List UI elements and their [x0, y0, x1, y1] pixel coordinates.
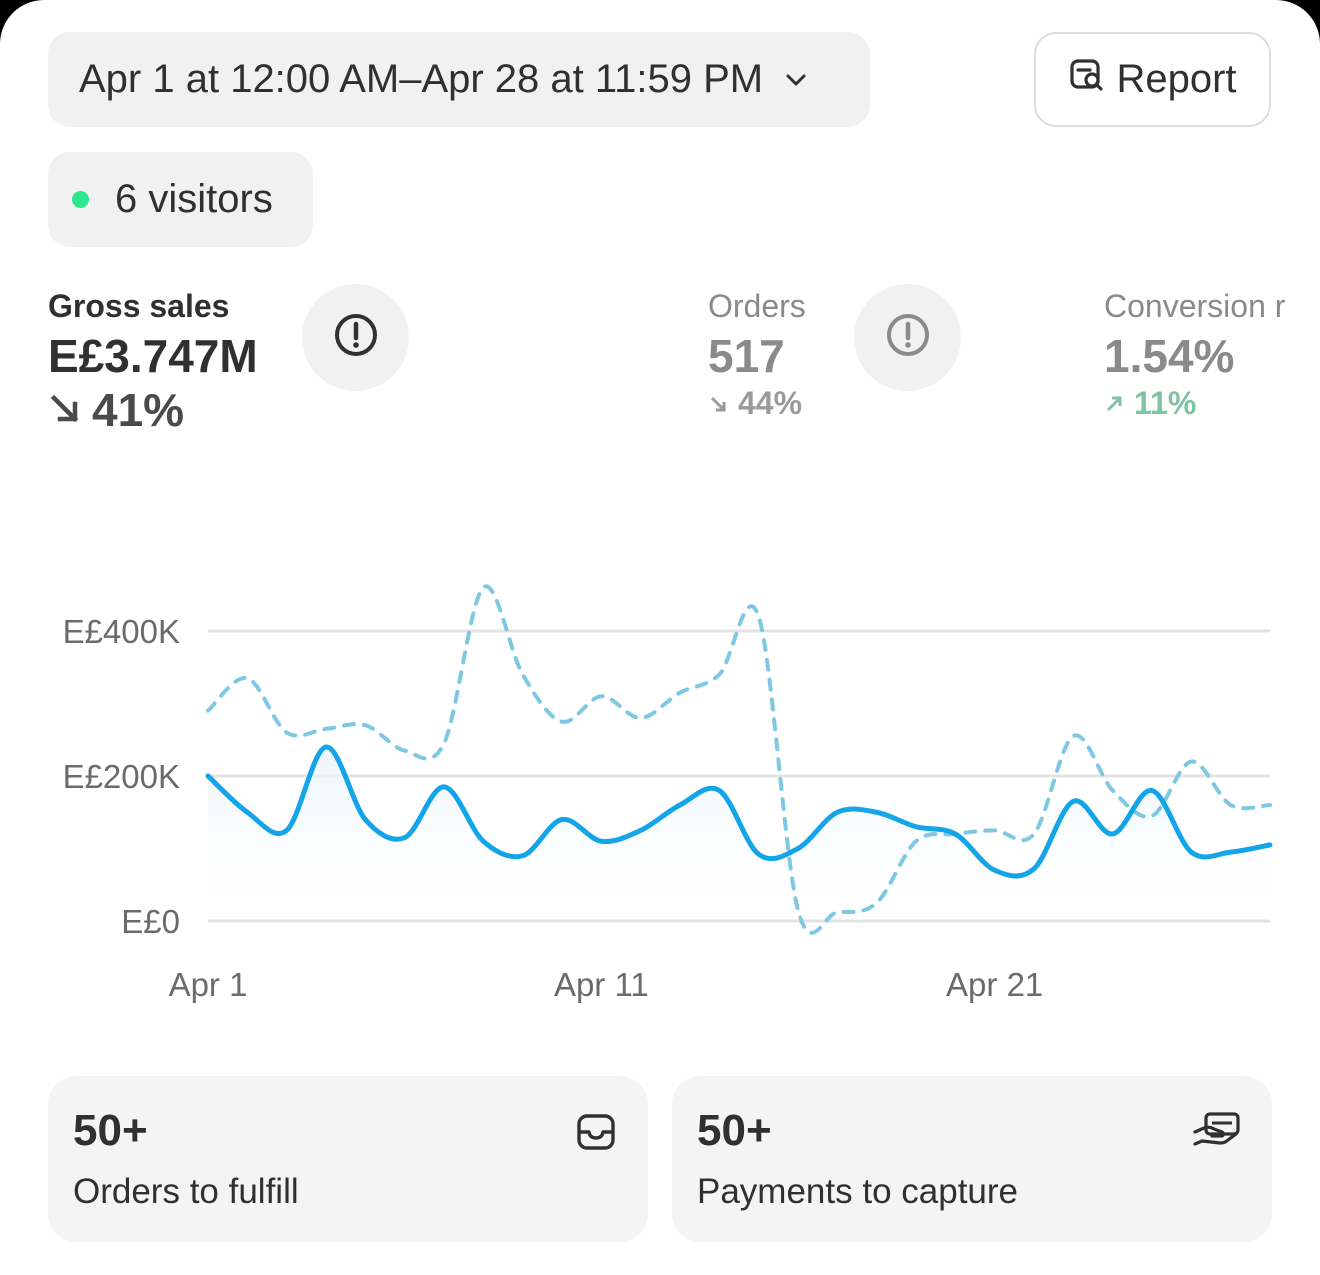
y-tick-label: E£0	[121, 903, 180, 940]
metric-value: 517	[708, 330, 785, 382]
card-title: Orders to fulfill	[73, 1172, 299, 1211]
date-range-label: Apr 1 at 12:00 AM–Apr 28 at 11:59 PM	[79, 57, 764, 101]
live-visitors-badge[interactable]: 6 visitors	[48, 152, 313, 247]
x-tick-label: Apr 11	[554, 966, 649, 1003]
metric-value: 1.54%	[1104, 330, 1235, 382]
metric-conversion-rate[interactable]: Conversion r 1.54% 11%	[1104, 288, 1285, 422]
metric-orders[interactable]: Orders 517 44%	[708, 288, 806, 422]
metric-change: 11%	[1104, 385, 1285, 422]
arrow-down-right-icon	[708, 385, 728, 422]
gross-sales-chart: E£0 E£200K E£400K Apr 1 Apr 11 Apr 21	[63, 584, 1273, 1003]
card-count: 50+	[697, 1106, 772, 1155]
alert-circle-icon	[331, 310, 381, 365]
metric-change-value: 11%	[1134, 385, 1197, 421]
hand-money-icon	[1192, 1110, 1242, 1159]
metric-label: Orders	[708, 288, 806, 324]
report-label: Report	[1116, 57, 1237, 101]
metric-change: 41%	[48, 383, 258, 437]
date-range-button[interactable]: Apr 1 at 12:00 AM–Apr 28 at 11:59 PM	[48, 32, 870, 127]
card-count: 50+	[73, 1106, 148, 1155]
metric-change: 44%	[708, 385, 806, 422]
orders-info-button[interactable]	[854, 284, 961, 391]
report-button[interactable]: Report	[1034, 32, 1271, 127]
arrow-down-right-icon	[48, 383, 82, 437]
x-tick-label: Apr 21	[946, 966, 1043, 1003]
y-tick-label: E£200K	[63, 758, 180, 795]
live-status-dot	[72, 191, 89, 208]
metric-label: Conversion r	[1104, 288, 1286, 324]
metric-change-value: 44%	[738, 385, 803, 421]
inbox-icon	[574, 1110, 618, 1159]
current-period-area	[208, 746, 1270, 921]
card-title: Payments to capture	[697, 1172, 1018, 1211]
previous-period-line	[206, 584, 1272, 935]
x-tick-label: Apr 1	[169, 966, 248, 1003]
metric-gross-sales[interactable]: Gross sales E£3.747M 41%	[48, 288, 258, 437]
chevron-down-icon	[781, 65, 811, 95]
alert-circle-icon	[883, 310, 933, 365]
arrow-up-right-icon	[1104, 385, 1124, 422]
visitors-label: 6 visitors	[115, 177, 273, 221]
current-period-line	[205, 744, 1273, 879]
y-tick-label: E£400K	[63, 613, 180, 650]
payments-to-capture-card[interactable]: 50+ Payments to capture	[672, 1076, 1272, 1242]
metric-value: E£3.747M	[48, 330, 258, 382]
report-icon	[1068, 56, 1106, 104]
metric-change-value: 41%	[92, 384, 185, 436]
orders-to-fulfill-card[interactable]: 50+ Orders to fulfill	[48, 1076, 648, 1242]
metric-label: Gross sales	[48, 288, 230, 324]
gross-sales-info-button[interactable]	[302, 284, 409, 391]
